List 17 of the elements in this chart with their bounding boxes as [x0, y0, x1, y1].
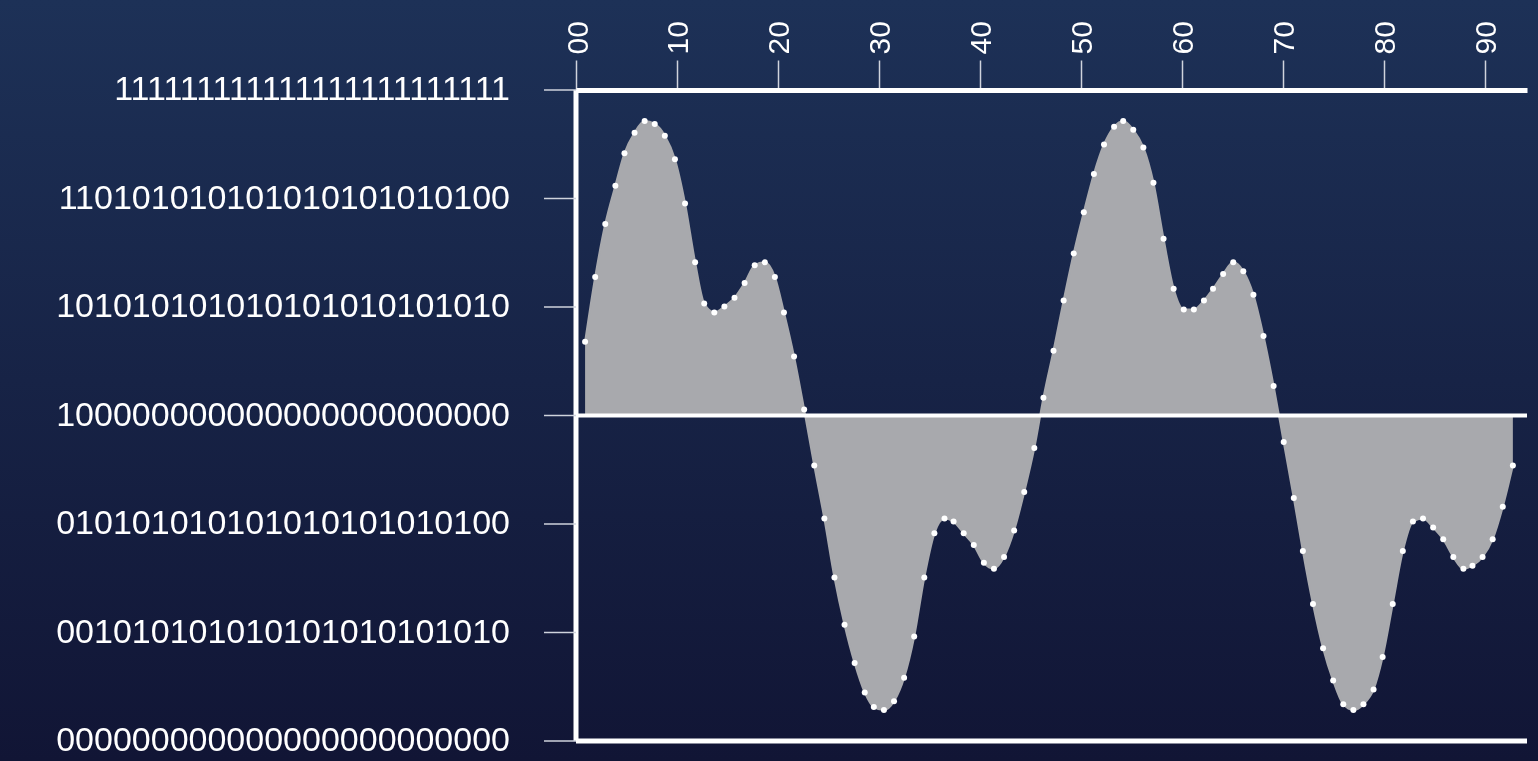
x-tick-label: 80 [1368, 21, 1402, 55]
x-tick-label: 60 [1166, 21, 1200, 55]
text: 101010101010101010101010 [56, 286, 510, 324]
x-tick-label: 70 [1267, 21, 1301, 55]
x-tick-label: 40 [964, 21, 998, 55]
x-tick-label: 10 [661, 21, 695, 55]
text: 111111111111111111111111 [114, 69, 510, 107]
text: 000000000000000000000000 [56, 720, 510, 758]
x-tick-label: 20 [762, 21, 796, 55]
x-tick-label: 00 [560, 21, 594, 55]
x-tick-label: 30 [863, 21, 897, 55]
text: 100000000000000000000000 [56, 394, 510, 433]
text: 010101010101010101010100 [56, 503, 510, 541]
x-tick-label: 90 [1469, 21, 1503, 55]
text: 001010101010101010101010 [56, 611, 510, 650]
x-tick-label: 50 [1065, 21, 1099, 55]
text: 110101010101010101010100 [58, 177, 510, 216]
